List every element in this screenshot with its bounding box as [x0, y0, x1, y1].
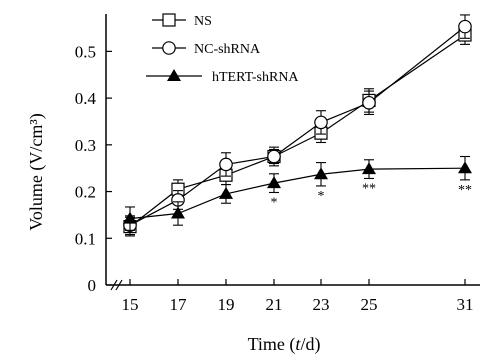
data-point — [171, 206, 185, 219]
axis-break-mark — [110, 279, 118, 291]
x-tick-label: 25 — [361, 295, 378, 314]
legend-marker — [162, 41, 176, 55]
legend-label: NC-shRNA — [194, 42, 261, 57]
legend-item: NC-shRNA — [152, 41, 261, 57]
data-point — [362, 95, 376, 110]
axis-break-mark — [115, 279, 123, 291]
data-point — [267, 176, 281, 189]
y-tick-label: 0.4 — [75, 89, 97, 108]
data-point — [267, 149, 281, 164]
significance-mark: * — [271, 195, 278, 210]
data-point — [458, 161, 472, 174]
legend-item: NS — [152, 13, 212, 29]
series-layer: * * ** ** — [123, 14, 472, 237]
x-axis-title-prefix: Time ( — [248, 334, 296, 355]
data-point — [123, 211, 137, 224]
data-point — [314, 115, 328, 130]
data-point — [458, 19, 472, 34]
x-tick-label: 19 — [218, 295, 235, 314]
y-tick-label: 0.3 — [75, 136, 96, 155]
y-tick-label: 0 — [88, 276, 97, 295]
significance-mark: ** — [458, 183, 472, 198]
legend-label: NS — [194, 14, 212, 29]
x-axis-title: Time (t/d) — [248, 334, 321, 355]
y-axis-title: Volume (V/cm³) — [26, 113, 47, 231]
legend-marker — [162, 13, 176, 27]
legend: NS NC-shRNA hTERT-shRNA — [146, 13, 299, 85]
data-point — [219, 157, 233, 172]
legend-label: hTERT-shRNA — [212, 70, 299, 85]
x-tick-label: 15 — [122, 295, 139, 314]
axes: 0 0.1 0.2 0.3 0.4 0.5 15 17 19 21 23 25 31 — [75, 14, 480, 314]
x-tick-label: 31 — [457, 295, 474, 314]
x-axis-title-var: t — [295, 334, 301, 354]
data-point — [219, 186, 233, 199]
data-point — [362, 162, 376, 175]
series-3 — [123, 155, 472, 231]
legend-item: hTERT-shRNA — [146, 69, 299, 85]
x-tick-label: 23 — [313, 295, 330, 314]
data-point — [314, 167, 328, 180]
x-axis-title-suffix: /d) — [300, 334, 320, 355]
x-tick-label: 21 — [266, 295, 283, 314]
y-tick-label: 0.1 — [75, 229, 96, 248]
significance-mark: * — [318, 189, 325, 204]
y-tick-label: 0.2 — [75, 183, 96, 202]
x-tick-label: 17 — [170, 295, 188, 314]
significance-mark: ** — [362, 181, 376, 196]
legend-marker — [167, 69, 181, 81]
y-tick-label: 0.5 — [75, 42, 96, 61]
